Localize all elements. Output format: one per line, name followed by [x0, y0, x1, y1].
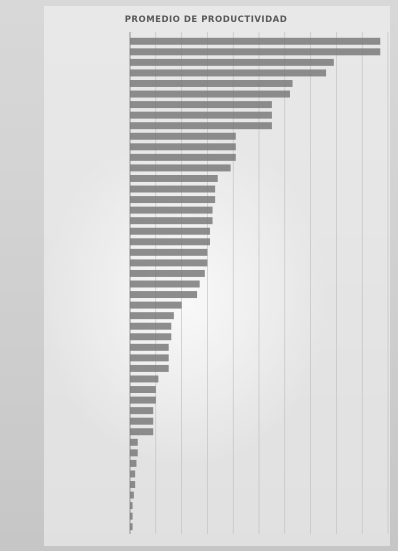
bar	[130, 132, 236, 140]
bar	[130, 333, 172, 341]
bar	[130, 512, 133, 520]
bar	[130, 122, 272, 130]
bar	[130, 502, 133, 510]
bar	[130, 185, 216, 193]
bar	[130, 459, 137, 467]
bar	[130, 291, 198, 299]
bar	[130, 259, 208, 267]
bar	[130, 449, 138, 457]
bar	[130, 101, 272, 109]
bar	[130, 481, 136, 488]
bar	[130, 438, 138, 446]
bar	[130, 523, 133, 531]
bar	[130, 491, 134, 499]
bar	[130, 312, 174, 320]
bar	[130, 37, 381, 45]
bar	[130, 428, 154, 436]
bar	[130, 386, 156, 394]
bar	[130, 143, 236, 151]
bar	[130, 238, 210, 246]
bar	[130, 354, 169, 362]
bar	[130, 280, 200, 288]
bar	[130, 174, 218, 182]
bar	[130, 58, 334, 66]
bar	[130, 248, 208, 256]
bars	[130, 37, 381, 531]
bar	[130, 153, 236, 161]
bar	[130, 417, 154, 425]
bar	[130, 301, 182, 309]
bar	[130, 407, 154, 415]
bar	[130, 217, 213, 225]
bar	[130, 48, 381, 56]
bar	[130, 206, 213, 214]
bar	[130, 196, 216, 204]
bar	[130, 364, 169, 372]
bar	[130, 69, 327, 77]
bar	[130, 90, 290, 98]
bar	[130, 343, 169, 351]
bar	[130, 269, 205, 277]
bar	[130, 227, 210, 235]
bar	[130, 164, 231, 172]
chart-title: PROMEDIO DE PRODUCTIVIDAD	[125, 15, 288, 25]
bar	[130, 322, 172, 330]
bar	[130, 396, 156, 404]
bar	[130, 80, 293, 87]
bar	[130, 470, 136, 478]
bar	[130, 375, 159, 383]
bar	[130, 111, 272, 119]
